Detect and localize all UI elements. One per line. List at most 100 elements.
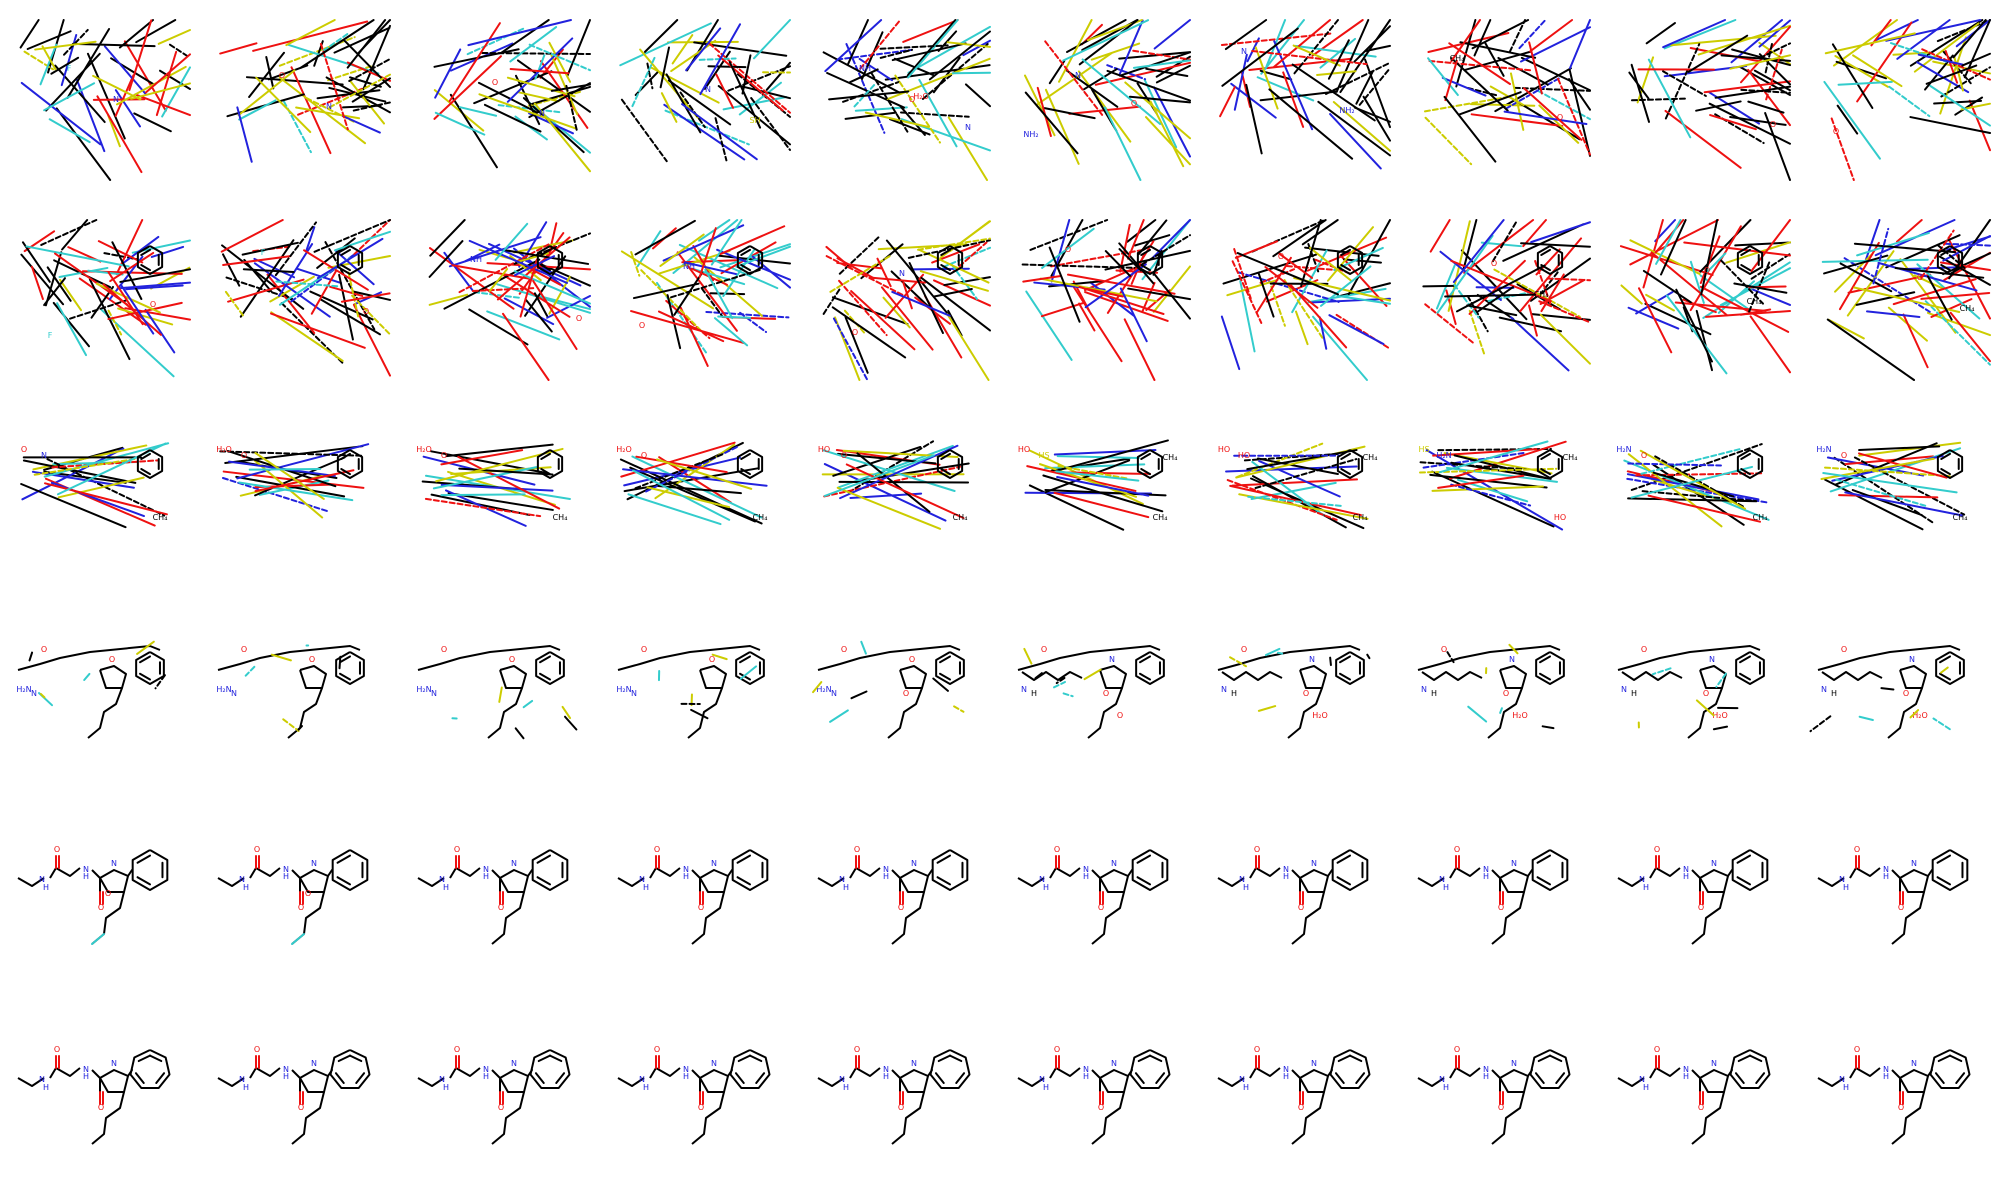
bond [882,296,911,329]
bond [536,876,551,886]
bond [1932,717,1951,731]
atom-label: O [1491,259,1497,268]
bond [940,264,951,272]
bond [1522,219,1547,248]
bond [168,43,191,59]
bond [1137,1054,1151,1063]
bond-chain [1021,671,1083,681]
atom-label: H [1483,1072,1489,1081]
bond [1645,22,1676,45]
bond [655,458,753,490]
atom-label: O [21,445,27,454]
bond [1730,19,1784,64]
atom-label: N [705,85,711,94]
bond [1334,1072,1345,1084]
bond [1446,651,1455,664]
bond [139,655,151,664]
bond [1503,110,1588,126]
molecule-frame: O CH₄ [1600,200,1800,400]
bond [1708,102,1791,145]
bond [1709,114,1757,131]
bond [1955,1072,1966,1084]
bond [516,59,591,113]
molecule-frame: O NH [400,200,600,400]
bond-chain [1291,1069,1301,1092]
atom-label: H [1443,1083,1449,1092]
bond [713,317,749,347]
bond-chain [449,867,481,879]
bond [123,40,167,112]
bond [845,463,965,520]
bond [1316,70,1357,76]
atom-label: O [1041,645,1047,654]
atom-label: N [1639,875,1645,884]
bond [1083,668,1102,681]
bond [890,270,932,311]
bond [66,28,111,99]
molecule-structure: O NH [428,219,591,381]
atom-label: N [283,865,289,874]
bond [347,219,391,261]
bond-chain [1421,671,1483,681]
bond [1737,1054,1751,1063]
bond [274,221,318,277]
molecule-frame: HO HS CH₄ CH₄ [1000,400,1200,600]
atom-label: N [1509,655,1515,664]
bond [1662,19,1727,49]
bond [1419,467,1558,474]
atom-label: O [909,95,915,104]
bond [1759,42,1791,59]
bond [1276,651,1284,655]
bond [1055,470,1140,482]
atom-label: N [1311,1059,1317,1068]
bond [1468,259,1526,315]
bond [643,19,679,53]
bond-chain [1049,867,1081,879]
bond [59,278,83,312]
bond [690,708,709,720]
bond [907,19,959,79]
bond [40,219,98,246]
bond [1714,85,1791,99]
atom-label: O [1557,113,1563,122]
bond [1940,66,1991,98]
bond [494,222,529,261]
molecule-structure: O H₂N N O [616,645,765,739]
bond [550,54,579,116]
bond-chain [1491,1069,1501,1092]
bond [698,227,717,278]
atom-label: N [883,865,889,874]
bond [629,466,757,523]
bond [1104,250,1132,277]
bond [879,48,914,59]
bond [340,452,351,460]
bond [850,690,868,700]
bond [319,298,382,336]
bond [43,82,96,112]
atom-label: CH₄ [1353,513,1368,522]
atom-label: O [1841,451,1847,460]
bond-chain [1217,1077,1245,1087]
bond [1231,260,1263,324]
bond [907,25,991,74]
bond [275,280,341,288]
bond [473,291,523,299]
bond [1892,278,1977,306]
bond [458,467,554,476]
atom-label: O [498,1103,504,1112]
bond [1118,19,1144,75]
bond [238,481,354,502]
bond [63,28,89,56]
bond [736,854,751,864]
bond-chain [1899,665,1927,689]
atom-label: O [1241,645,1247,654]
bond [509,68,570,75]
atom-label: O [54,1045,60,1054]
bond [962,39,991,57]
bond [1655,219,1682,265]
atom-label: O [898,1103,904,1112]
bond [716,248,791,281]
